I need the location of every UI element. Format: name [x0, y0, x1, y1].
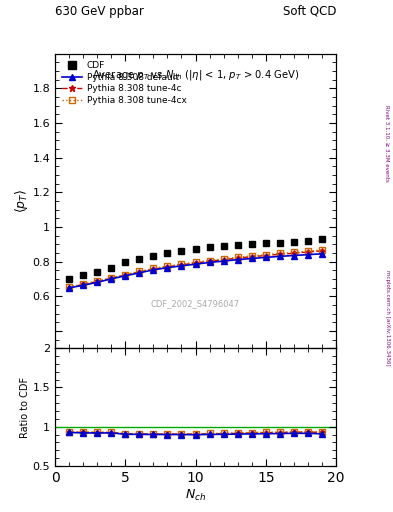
Text: Soft QCD: Soft QCD	[283, 5, 336, 18]
Text: 630 GeV ppbar: 630 GeV ppbar	[55, 5, 144, 18]
Y-axis label: $\langle p_T \rangle$: $\langle p_T \rangle$	[13, 189, 29, 213]
Text: Average $p_T$ vs $N_{ch}$ ($|\eta|$ < 1, $p_T$ > 0.4 GeV): Average $p_T$ vs $N_{ch}$ ($|\eta|$ < 1,…	[92, 69, 299, 82]
Text: mcplots.cern.ch [arXiv:1306.3436]: mcplots.cern.ch [arXiv:1306.3436]	[385, 270, 389, 365]
Y-axis label: Ratio to CDF: Ratio to CDF	[20, 376, 30, 438]
Text: CDF_2002_S4796047: CDF_2002_S4796047	[151, 300, 240, 309]
Text: Rivet 3.1.10, ≥ 3.3M events: Rivet 3.1.10, ≥ 3.3M events	[385, 105, 389, 182]
X-axis label: $N_{ch}$: $N_{ch}$	[185, 487, 206, 503]
Legend: CDF, Pythia 8.308 default, Pythia 8.308 tune-4c, Pythia 8.308 tune-4cx: CDF, Pythia 8.308 default, Pythia 8.308 …	[59, 58, 189, 108]
